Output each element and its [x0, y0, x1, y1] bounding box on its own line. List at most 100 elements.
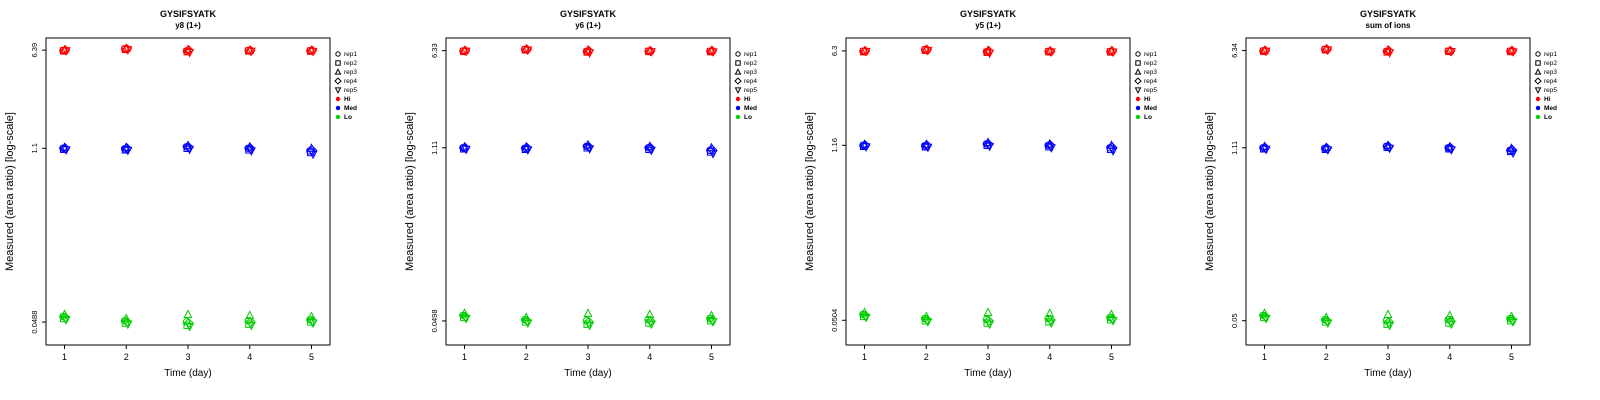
- data-point-triangle-up: [460, 45, 470, 54]
- legend-label-rep2: rep2: [744, 60, 757, 67]
- data-point-triangle-down: [123, 146, 133, 156]
- data-point-triangle-down: [1385, 321, 1395, 331]
- legend-label-rep4: rep4: [1144, 78, 1157, 85]
- y-tick-label: 6.39: [30, 43, 39, 58]
- panel-subtitle: y5 (1+): [975, 21, 1001, 30]
- data-point-triangle-down: [1261, 145, 1271, 155]
- data-point-triangle-down: [1108, 317, 1118, 326]
- data-point-circle: [335, 51, 341, 57]
- data-point-triangle-down: [1534, 87, 1542, 94]
- panel-title: GYSIFSYATK: [960, 9, 1017, 19]
- data-point-triangle-down: [585, 49, 595, 58]
- data-point-triangle-down: [1261, 314, 1271, 324]
- data-point-triangle-down: [923, 143, 933, 153]
- data-point-triangle-down: [308, 150, 318, 160]
- data-point-triangle-down: [1323, 46, 1333, 56]
- y-tick-label: 0.05: [1230, 313, 1239, 328]
- data-point-square: [1535, 60, 1541, 66]
- data-point-diamond: [1383, 316, 1394, 327]
- legend-label-Med: Med: [344, 105, 357, 112]
- y-tick-label: 0.0498: [430, 309, 439, 332]
- data-point-triangle-down: [308, 47, 318, 57]
- data-point-diamond: [60, 45, 71, 56]
- data-point-circle: [1135, 51, 1141, 57]
- data-point-diamond: [1534, 77, 1542, 85]
- data-point-square: [921, 143, 930, 151]
- legend-label-rep1: rep1: [1144, 51, 1157, 58]
- chart-panel-y8: GYSIFSYATK y8 (1+) 1 2 3 4 5 6.39 1.1 0.0488 Time …: [4, 9, 357, 379]
- legend: rep1 rep2 rep3 rep4 rep5 Hi Med Lo: [734, 51, 757, 121]
- data-point-triangle-down: [334, 87, 342, 94]
- legend-label-Lo: Lo: [1544, 114, 1552, 121]
- data-point-circle: [735, 51, 741, 57]
- data-point-diamond: [860, 45, 871, 57]
- data-point-triangle-down: [185, 145, 195, 155]
- legend-label-rep2: rep2: [1144, 60, 1157, 67]
- y-tick-label: 1.1: [30, 143, 39, 153]
- data-point-circle: [1535, 51, 1541, 57]
- legend-label-rep3: rep3: [744, 69, 757, 76]
- data-point-circle: [1135, 105, 1141, 111]
- data-point-square: [183, 47, 191, 56]
- data-point-triangle-down: [585, 321, 595, 331]
- x-tick-label: 1: [462, 352, 467, 362]
- data-point-triangle-down: [1446, 146, 1456, 155]
- y-axis-label: Measured (area ratio) [log-scale]: [804, 112, 816, 271]
- data-point-diamond: [460, 45, 471, 56]
- data-point-triangle-down: [1323, 319, 1333, 329]
- legend-label-rep4: rep4: [344, 78, 357, 85]
- data-point-circle: [120, 45, 129, 53]
- data-point-triangle-up: [60, 44, 70, 54]
- legend-label-Hi: Hi: [1544, 96, 1551, 103]
- data-point-triangle-down: [985, 142, 995, 152]
- panel-subtitle: y8 (1+): [175, 21, 201, 30]
- data-point-triangle-down: [1446, 48, 1456, 57]
- data-point-triangle-down: [1323, 146, 1333, 155]
- panel-title: GYSIFSYATK: [1360, 9, 1417, 19]
- chart-panel-sum-of-ions: GYSIFSYATK sum of ions 1 2 3 4 5 6.34 1.11 0.05 Ti…: [1204, 9, 1557, 379]
- x-tick-label: 2: [1324, 352, 1329, 362]
- x-tick-label: 1: [862, 352, 867, 362]
- y-tick-label: 0.0488: [30, 311, 39, 334]
- data-point-triangle-down: [523, 319, 533, 329]
- x-tick-label: 4: [247, 352, 252, 362]
- data-point-triangle-up: [983, 307, 993, 316]
- data-point-triangle-up: [183, 140, 193, 149]
- data-point-triangle-down: [308, 319, 318, 329]
- legend-label-Lo: Lo: [744, 114, 752, 121]
- data-point-triangle-down: [246, 47, 256, 57]
- legend-label-Hi: Hi: [344, 96, 351, 103]
- data-point-diamond: [983, 315, 994, 326]
- data-point-triangle-down: [985, 49, 995, 59]
- data-point-circle: [735, 96, 741, 102]
- legend-label-Hi: Hi: [1144, 96, 1151, 103]
- data-point-triangle-up: [1045, 45, 1055, 55]
- panel-subtitle: sum of ions: [1366, 21, 1411, 30]
- data-point-diamond: [734, 77, 742, 85]
- data-point-square: [735, 60, 741, 66]
- data-point-circle: [1135, 96, 1141, 102]
- data-point-triangle-down: [923, 318, 933, 327]
- y-axis-label: Measured (area ratio) [log-scale]: [404, 112, 416, 271]
- x-axis-label: Time (day): [1364, 368, 1411, 379]
- data-point-circle: [335, 105, 341, 111]
- data-point-triangle-up: [1445, 310, 1455, 319]
- data-point-triangle-down: [646, 146, 656, 156]
- legend-label-Med: Med: [1544, 105, 1557, 112]
- data-point-triangle-down: [1508, 48, 1518, 57]
- legend: rep1 rep2 rep3 rep4 rep5 Hi Med Lo: [334, 51, 357, 121]
- x-tick-label: 5: [1109, 352, 1114, 362]
- data-point-diamond: [1507, 144, 1518, 155]
- data-point-square: [335, 60, 341, 66]
- data-point-triangle-down: [646, 320, 656, 330]
- y-tick-label: 1.11: [430, 141, 439, 155]
- legend-label-rep3: rep3: [1144, 69, 1157, 76]
- legend: rep1 rep2 rep3 rep4 rep5 Hi Med Lo: [1534, 51, 1557, 121]
- data-point-diamond: [245, 45, 256, 56]
- data-point-triangle-up: [245, 45, 255, 54]
- data-point-circle: [1535, 114, 1541, 120]
- data-point-triangle-down: [1046, 144, 1056, 153]
- x-axis-label: Time (day): [964, 368, 1011, 379]
- data-point-diamond: [1134, 77, 1142, 85]
- data-point-triangle-up: [1534, 68, 1542, 75]
